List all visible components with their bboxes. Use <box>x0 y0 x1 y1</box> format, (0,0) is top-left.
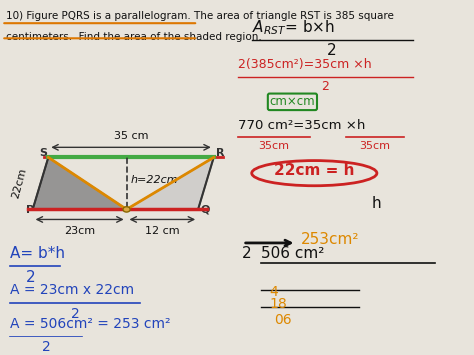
Text: $A_{RST}$= b×h: $A_{RST}$= b×h <box>252 18 335 37</box>
Text: 10) Figure PQRS is a parallelogram. The area of triangle RST is 385 square: 10) Figure PQRS is a parallelogram. The … <box>6 11 394 21</box>
Text: Q: Q <box>201 205 210 215</box>
Text: 06: 06 <box>274 313 292 327</box>
Text: 22cm: 22cm <box>10 167 28 200</box>
Text: 2: 2 <box>71 307 80 321</box>
Text: 2: 2 <box>328 43 337 58</box>
Text: 2: 2 <box>242 246 252 261</box>
Text: P: P <box>26 205 34 215</box>
Text: 12 cm: 12 cm <box>145 226 180 236</box>
Text: A = 506cm² = 253 cm²: A = 506cm² = 253 cm² <box>10 317 171 331</box>
Text: cm×cm: cm×cm <box>270 95 315 108</box>
Text: h=22cm: h=22cm <box>131 175 179 185</box>
Text: centimeters.  Find the area of the shaded region.: centimeters. Find the area of the shaded… <box>6 32 262 42</box>
Text: 2: 2 <box>26 270 35 285</box>
Polygon shape <box>127 157 214 209</box>
Text: 35 cm: 35 cm <box>114 131 148 141</box>
Text: 506 cm²: 506 cm² <box>261 246 324 261</box>
Circle shape <box>123 207 130 212</box>
Text: h: h <box>372 196 382 211</box>
Polygon shape <box>33 157 127 209</box>
Text: 18: 18 <box>270 297 287 311</box>
Text: 23cm: 23cm <box>64 226 95 236</box>
Text: 2(385cm²)=35cm ×h: 2(385cm²)=35cm ×h <box>238 59 372 71</box>
Text: 35cm: 35cm <box>259 141 290 151</box>
Text: A = 23cm x 22cm: A = 23cm x 22cm <box>10 283 135 297</box>
Text: 35cm: 35cm <box>359 141 390 151</box>
Text: S: S <box>39 148 47 158</box>
Text: R: R <box>216 148 225 158</box>
Text: 2: 2 <box>42 340 50 354</box>
Text: 22cm = h: 22cm = h <box>274 163 355 178</box>
Text: 4: 4 <box>270 285 278 299</box>
Text: 2: 2 <box>321 80 329 93</box>
Text: A= b*h: A= b*h <box>10 246 65 261</box>
Text: 253cm²: 253cm² <box>301 232 359 247</box>
Text: 770 cm²=35cm ×h: 770 cm²=35cm ×h <box>238 119 365 132</box>
